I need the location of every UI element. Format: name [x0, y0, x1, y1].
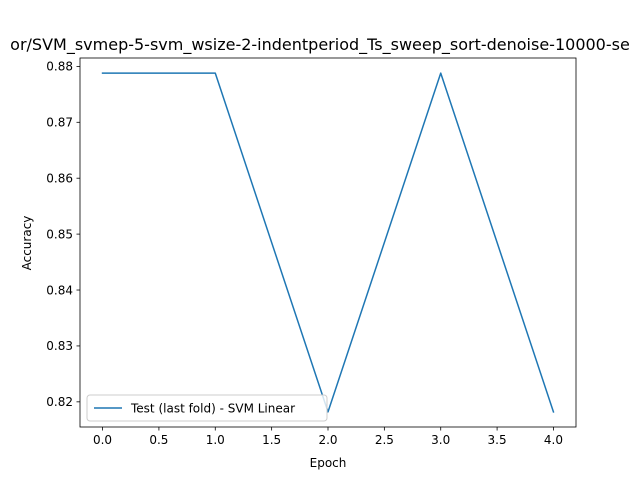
- x-tick-label: 4.0: [544, 433, 563, 447]
- y-tick-label: 0.83: [46, 339, 73, 353]
- y-tick-label: 0.88: [46, 60, 73, 74]
- legend: Test (last fold) - SVM Linear: [86, 394, 328, 422]
- legend-entry-label: Test (last fold) - SVM Linear: [130, 401, 295, 415]
- x-tick-label: 1.5: [262, 433, 281, 447]
- x-tick-label: 1.0: [206, 433, 225, 447]
- x-tick-label: 0.5: [149, 433, 168, 447]
- y-axis-label: Accuracy: [20, 216, 34, 271]
- x-tick-label: 2.5: [375, 433, 394, 447]
- x-tick-label: 3.0: [431, 433, 450, 447]
- x-tick-label: 3.5: [488, 433, 507, 447]
- x-tick-label: 0.0: [93, 433, 112, 447]
- x-axis: 0.0 0.5 1.0 1.5 2.0 2.5 3.0 3.5 4.0: [93, 427, 563, 447]
- chart-title: or/SVM_svmep-5-svm_wsize-2-indentperiod_…: [10, 35, 630, 55]
- y-tick-label: 0.82: [46, 395, 73, 409]
- x-tick-label: 2.0: [318, 433, 337, 447]
- y-tick-label: 0.86: [46, 172, 73, 186]
- legend-box: [86, 394, 328, 422]
- y-axis: 0.82 0.83 0.84 0.85 0.86 0.87 0.88: [46, 60, 80, 409]
- y-tick-label: 0.87: [46, 116, 73, 130]
- y-tick-label: 0.84: [46, 283, 73, 297]
- series-line-0: [101, 72, 555, 413]
- y-tick-label: 0.85: [46, 227, 73, 241]
- x-axis-label: Epoch: [310, 456, 347, 470]
